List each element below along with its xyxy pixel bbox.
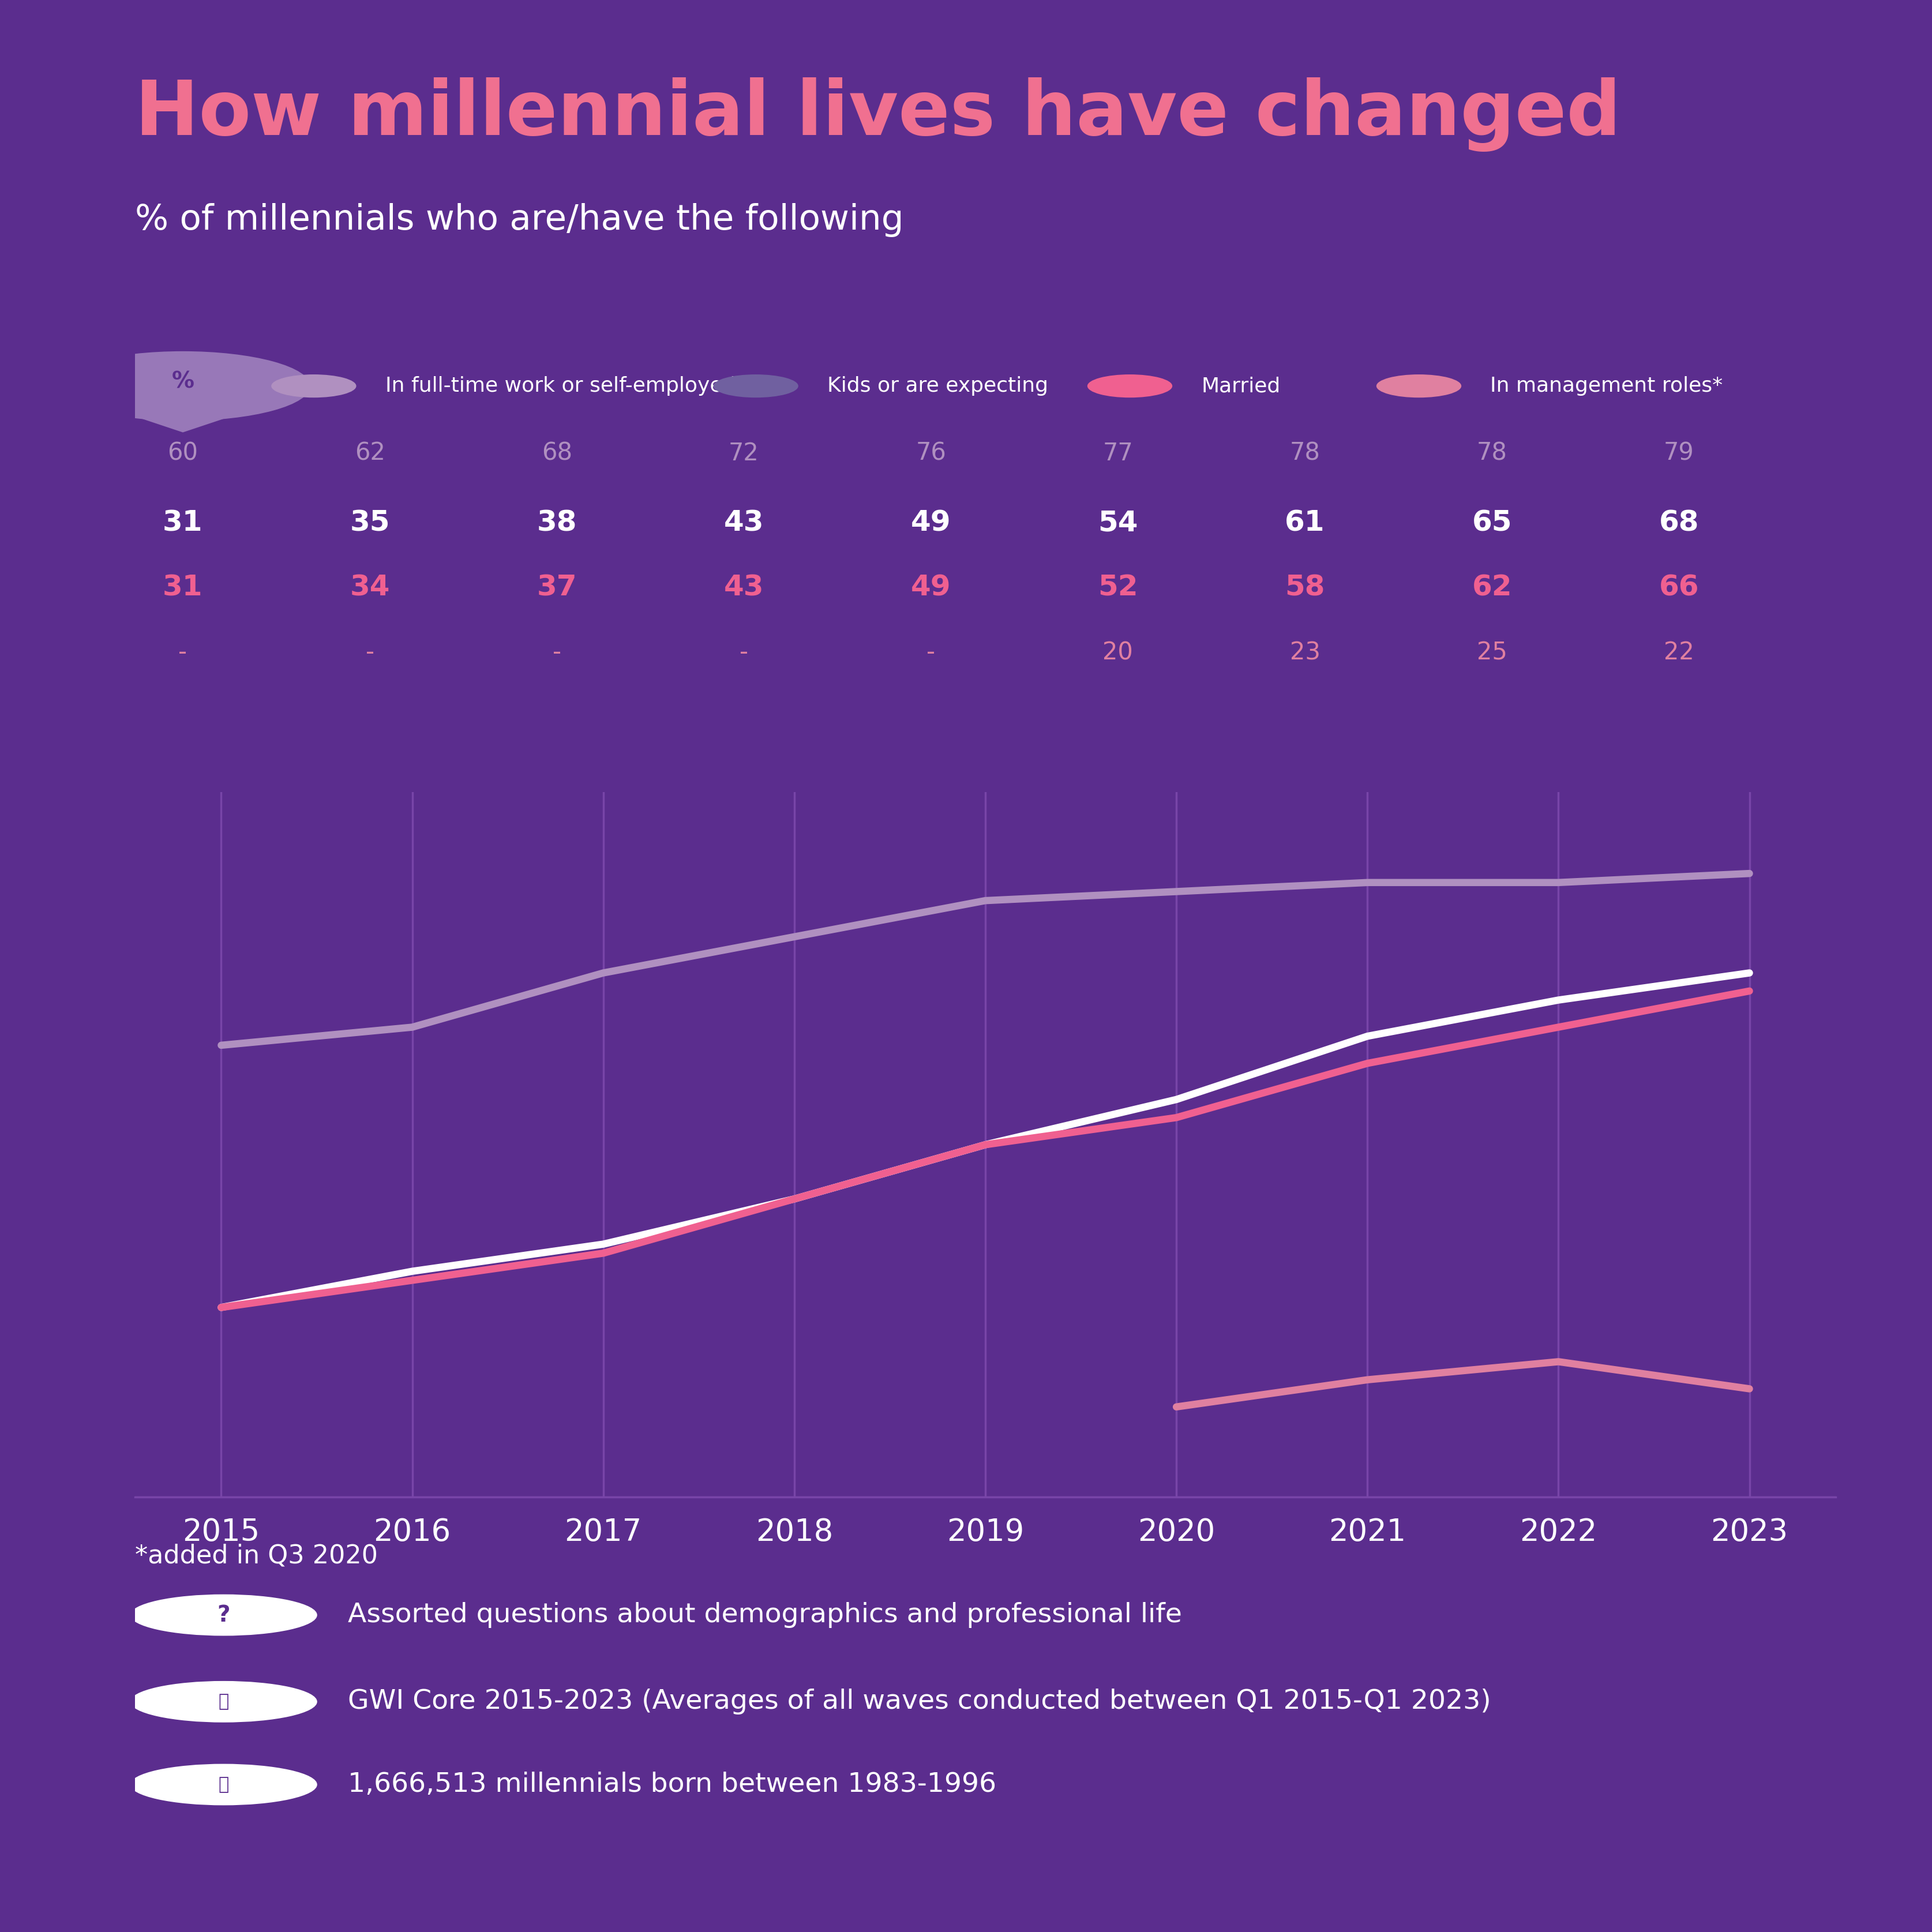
Text: 68: 68 xyxy=(541,440,572,466)
Text: Assorted questions about demographics and professional life: Assorted questions about demographics an… xyxy=(348,1602,1182,1629)
Text: 49: 49 xyxy=(910,574,951,601)
Text: 78: 78 xyxy=(1291,440,1320,466)
Text: How millennial lives have changed: How millennial lives have changed xyxy=(135,77,1621,153)
Text: 34: 34 xyxy=(350,574,390,601)
Text: 43: 43 xyxy=(725,508,763,537)
Circle shape xyxy=(56,352,311,421)
Text: 31: 31 xyxy=(162,508,203,537)
Text: -: - xyxy=(740,641,748,665)
Text: 1,666,513 millennials born between 1983-1996: 1,666,513 millennials born between 1983-… xyxy=(348,1772,997,1797)
Text: 37: 37 xyxy=(537,574,578,601)
Text: *added in Q3 2020: *added in Q3 2020 xyxy=(135,1544,379,1569)
Text: -: - xyxy=(927,641,935,665)
Text: -: - xyxy=(553,641,560,665)
Polygon shape xyxy=(106,408,259,433)
Text: 62: 62 xyxy=(355,440,384,466)
Text: -: - xyxy=(178,641,187,665)
Text: 25: 25 xyxy=(1476,641,1507,665)
Text: 38: 38 xyxy=(537,508,578,537)
Text: 66: 66 xyxy=(1660,574,1698,601)
Text: 79: 79 xyxy=(1663,440,1694,466)
Text: 52: 52 xyxy=(1097,574,1138,601)
Text: GWI Core 2015-2023 (Averages of all waves conducted between Q1 2015-Q1 2023): GWI Core 2015-2023 (Averages of all wave… xyxy=(348,1689,1492,1716)
Text: 20: 20 xyxy=(1103,641,1134,665)
Circle shape xyxy=(1376,375,1461,398)
Text: ?: ? xyxy=(216,1604,230,1627)
Text: 60: 60 xyxy=(168,440,199,466)
Circle shape xyxy=(129,1594,317,1636)
Text: %: % xyxy=(172,371,193,392)
Text: 49: 49 xyxy=(910,508,951,537)
Text: In full-time work or self-employed: In full-time work or self-employed xyxy=(384,377,736,396)
Text: 35: 35 xyxy=(350,508,390,537)
Circle shape xyxy=(129,1764,317,1804)
Text: 61: 61 xyxy=(1285,508,1325,537)
Circle shape xyxy=(1088,375,1173,398)
Text: 58: 58 xyxy=(1285,574,1325,601)
Text: 77: 77 xyxy=(1103,440,1134,466)
Text: % of millennials who are/have the following: % of millennials who are/have the follow… xyxy=(135,203,904,238)
Text: Kids or are expecting: Kids or are expecting xyxy=(827,377,1049,396)
Text: 22: 22 xyxy=(1663,641,1694,665)
Text: -: - xyxy=(365,641,375,665)
Text: ⓘ: ⓘ xyxy=(218,1692,228,1710)
Text: 62: 62 xyxy=(1472,574,1513,601)
Circle shape xyxy=(270,375,355,398)
Text: 76: 76 xyxy=(916,440,947,466)
Text: 65: 65 xyxy=(1472,508,1513,537)
Text: 78: 78 xyxy=(1476,440,1507,466)
Text: 23: 23 xyxy=(1291,641,1320,665)
Text: In management roles*: In management roles* xyxy=(1490,377,1723,396)
Circle shape xyxy=(713,375,798,398)
Text: 👥: 👥 xyxy=(218,1776,228,1793)
Text: 43: 43 xyxy=(725,574,763,601)
Circle shape xyxy=(129,1681,317,1723)
Text: 72: 72 xyxy=(728,440,759,466)
Text: 54: 54 xyxy=(1097,508,1138,537)
Text: 31: 31 xyxy=(162,574,203,601)
Text: 68: 68 xyxy=(1660,508,1698,537)
Text: Married: Married xyxy=(1202,377,1281,396)
